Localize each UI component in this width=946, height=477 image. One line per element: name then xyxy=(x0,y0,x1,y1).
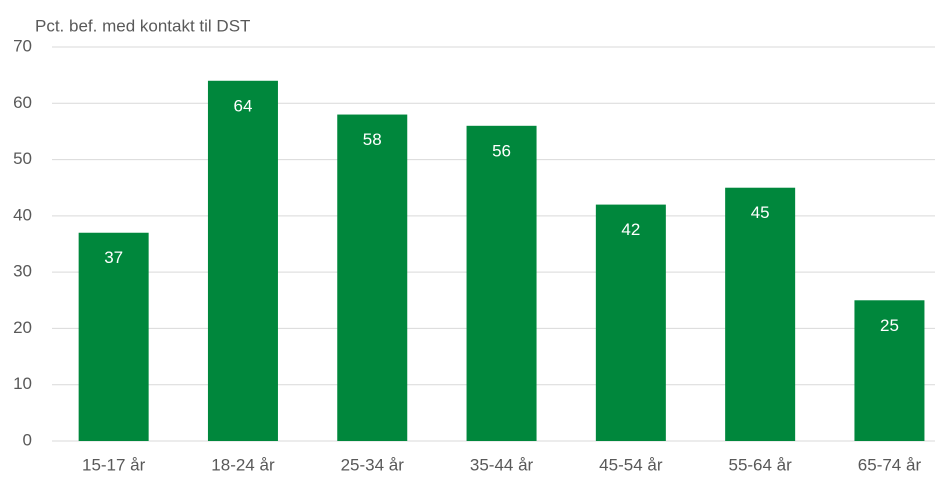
bar xyxy=(854,300,925,441)
y-tick-label: 40 xyxy=(13,205,32,224)
bar xyxy=(337,114,408,442)
x-tick-label: 15-17 år xyxy=(82,455,146,474)
y-tick-label: 50 xyxy=(13,149,32,168)
y-tick-label: 20 xyxy=(13,318,32,337)
data-label: 56 xyxy=(492,141,511,160)
bar xyxy=(78,232,149,441)
data-label: 58 xyxy=(363,130,382,149)
data-label: 37 xyxy=(104,248,123,267)
x-tick-label: 18-24 år xyxy=(211,455,275,474)
x-tick-label: 65-74 år xyxy=(858,455,922,474)
x-tick-label: 25-34 år xyxy=(341,455,405,474)
bar xyxy=(595,204,666,441)
y-axis-title: Pct. bef. med kontakt til DST xyxy=(35,16,250,35)
data-label: 42 xyxy=(621,220,640,239)
bar xyxy=(725,187,796,441)
data-label: 64 xyxy=(233,96,252,115)
bar xyxy=(466,125,537,442)
x-tick-label: 35-44 år xyxy=(470,455,534,474)
y-tick-label: 70 xyxy=(13,36,32,55)
data-label: 25 xyxy=(880,316,899,335)
data-label: 45 xyxy=(751,203,770,222)
y-tick-label: 60 xyxy=(13,93,32,112)
bar xyxy=(207,80,278,442)
y-tick-label: 0 xyxy=(23,430,32,449)
y-tick-label: 30 xyxy=(13,262,32,281)
x-tick-label: 55-64 år xyxy=(728,455,792,474)
x-tick-label: 45-54 år xyxy=(599,455,663,474)
y-tick-label: 10 xyxy=(13,374,32,393)
